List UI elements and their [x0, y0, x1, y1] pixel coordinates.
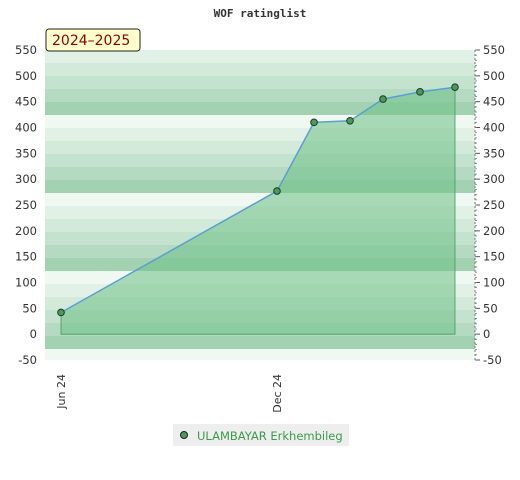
y-tick-label-left: 400 — [15, 121, 37, 135]
x-tick-label: Dec 24 — [271, 374, 284, 413]
legend[interactable]: ULAMBAYAR Erkhembileg — [173, 424, 349, 446]
rating-point[interactable] — [451, 83, 459, 91]
right-y-axis: -50 0 50 100 150 200 250 300 350 400 450 500 550 — [474, 43, 505, 367]
legend-box — [173, 424, 349, 446]
y-tick-label-left: 350 — [15, 146, 37, 160]
grid-band — [45, 76, 475, 89]
left-y-axis: -50 0 50 100 150 200 250 300 350 400 450 500 550 — [15, 43, 37, 367]
x-tick-label: Jun 24 — [55, 374, 68, 410]
y-tick-label-right: 400 — [483, 121, 505, 135]
x-axis: Jun 24 Dec 24 — [55, 374, 284, 413]
y-tick-label-left: 450 — [15, 95, 37, 109]
y-tick-label-right: 550 — [483, 43, 505, 57]
rating-point[interactable] — [346, 116, 354, 125]
y-tick-label-left: 250 — [15, 198, 37, 212]
y-tick-label-left: -50 — [18, 353, 37, 367]
y-tick-label-right: 0 — [483, 327, 490, 341]
y-tick-label-right: 200 — [483, 224, 505, 238]
y-tick-label-right: 300 — [483, 172, 505, 186]
y-tick-label-right: 100 — [483, 276, 505, 290]
y-tick-label-left: 100 — [15, 276, 37, 290]
y-tick-label-right: 150 — [483, 250, 505, 264]
grid-band — [45, 89, 475, 102]
y-tick-label-right: 350 — [483, 146, 505, 160]
y-tick-label-left: 50 — [22, 301, 37, 315]
grid-band — [45, 63, 475, 76]
legend-marker — [180, 431, 188, 439]
grid-band — [45, 50, 475, 63]
season-label-box — [45, 28, 141, 52]
rating-point[interactable] — [57, 308, 65, 317]
y-tick-label-right: 50 — [483, 301, 498, 315]
legend-series-name: ULAMBAYAR Erkhembileg — [197, 429, 343, 443]
y-tick-label-left: 150 — [15, 250, 37, 264]
y-tick-label-right: 500 — [483, 69, 505, 83]
y-tick-label-right: 250 — [483, 198, 505, 212]
season-label: 2024–2025 — [52, 33, 130, 49]
rating-point[interactable] — [379, 95, 387, 103]
y-tick-label-left: 200 — [15, 224, 37, 238]
y-tick-label-left: 550 — [15, 43, 37, 57]
y-tick-label-right: 450 — [483, 95, 505, 109]
grid-band — [45, 349, 475, 360]
rating-point[interactable] — [310, 118, 318, 127]
y-tick-label-right: -50 — [483, 353, 502, 367]
chart-title: WOF ratinglist — [214, 7, 307, 20]
rating-point[interactable] — [416, 88, 424, 96]
y-tick-label-left: 0 — [30, 327, 37, 341]
y-tick-label-left: 300 — [15, 172, 37, 186]
rating-point[interactable] — [273, 187, 281, 195]
grid-band — [45, 336, 475, 349]
y-tick-label-left: 500 — [15, 69, 37, 83]
rating-points — [57, 83, 459, 317]
